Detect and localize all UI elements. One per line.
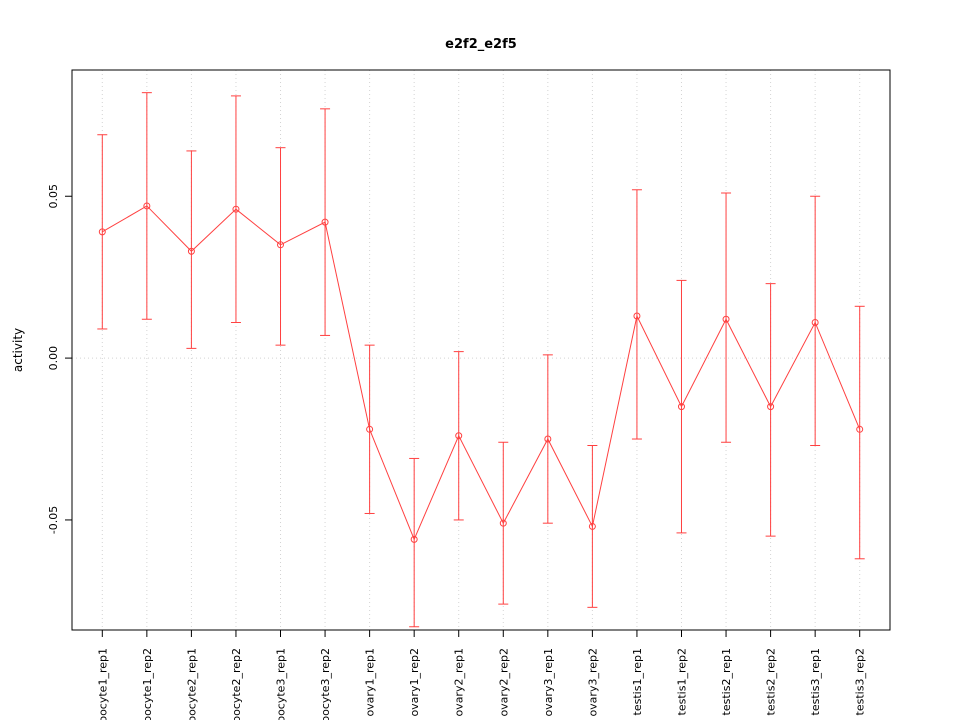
data-point [633,312,641,320]
x-tick-label: ovary2_rep2 [497,648,510,717]
data-point [232,205,240,213]
data-point [811,318,819,326]
x-tick-label: ovary3_rep1 [542,648,555,717]
x-tick-label: oocyte1_rep2 [141,648,154,720]
x-tick-label: ovary3_rep2 [586,648,599,717]
y-axis-label: activity [11,328,25,372]
data-point [677,403,685,411]
x-tick-label: ovary1_rep2 [408,648,421,717]
data-point [455,432,463,440]
x-tick-label: testis3_rep2 [854,648,867,715]
x-tick-label: testis3_rep1 [809,648,822,715]
data-point [187,247,195,255]
y-tick-label: -0.05 [47,506,60,534]
data-point [277,241,285,249]
data-point [366,425,374,433]
x-tick-label: oocyte2_rep2 [230,648,243,720]
chart-title: e2f2_e2f5 [445,37,517,52]
x-tick-label: testis2_rep2 [765,648,778,715]
data-point [767,403,775,411]
data-point [410,535,418,543]
x-tick-label: testis1_rep1 [631,648,644,715]
data-point [499,519,507,527]
data-point [856,425,864,433]
x-tick-label: oocyte2_rep1 [185,648,198,720]
data-point [722,315,730,323]
x-tick-label: oocyte1_rep1 [96,648,109,720]
data-point [544,435,552,443]
data-point [143,202,151,210]
x-tick-label: testis2_rep1 [720,648,733,715]
x-tick-label: oocyte3_rep1 [275,648,288,720]
data-point [321,218,329,226]
x-tick-label: oocyte3_rep2 [319,648,332,720]
data-point [588,522,596,530]
plot-area: -0.05 0.00 0.05 oocyte1_rep1 oocyte1_rep2 ooc… [47,69,891,720]
x-tick-label: testis1_rep2 [675,648,688,715]
y-tick-label: 0.05 [47,184,60,209]
x-tick-label: ovary1_rep1 [364,648,377,717]
x-tick-label: ovary2_rep1 [453,648,466,717]
data-point [98,228,106,236]
plot-border [71,69,891,631]
series-line [102,205,861,541]
y-tick-label: 0.00 [47,346,60,371]
